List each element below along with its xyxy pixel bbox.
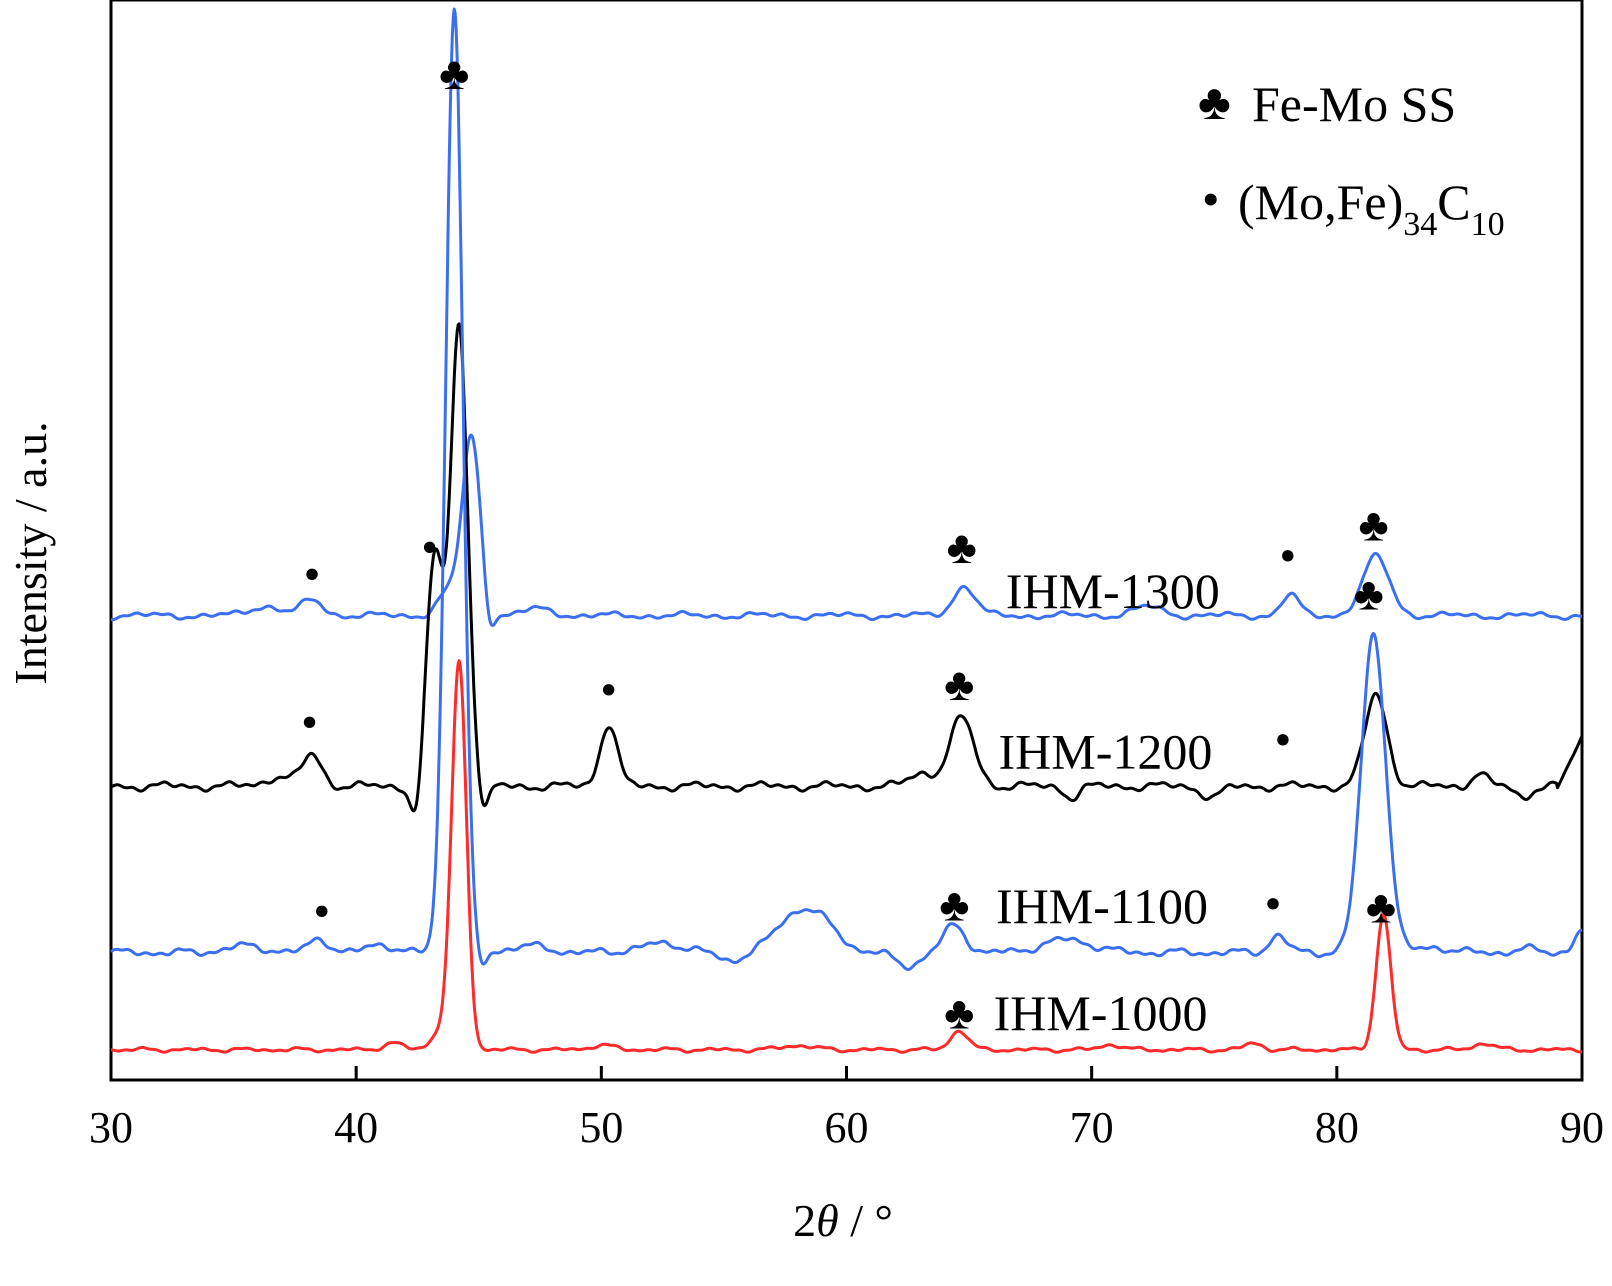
ihm-1300-dot-marker: • xyxy=(421,521,438,574)
x-tick-label: 40 xyxy=(334,1103,378,1152)
label-ihm-1200: IHM-1200 xyxy=(999,724,1213,780)
x-tick-label: 50 xyxy=(579,1103,623,1152)
peak-markers: • • ♣ • ♣ • • ♣ • ♣ • ♣ • ♣ ♣ ♣ xyxy=(301,48,1396,1039)
x-tick-label: 60 xyxy=(825,1103,869,1152)
legend-dot-symbol: • xyxy=(1202,171,1220,227)
label-ihm-1300: IHM-1300 xyxy=(1006,563,1220,619)
ihm-1100-club-marker: ♣ xyxy=(939,880,969,931)
series-layer xyxy=(110,7,1584,1054)
sample-labels: IHM-1300 IHM-1200 IHM-1100 IHM-1000 xyxy=(994,563,1220,1041)
x-axis-ticks: 30 40 50 60 70 80 90 xyxy=(89,1066,1604,1152)
ihm-1000-club-marker: ♣ xyxy=(1366,882,1396,933)
series-ihm-1200 xyxy=(110,322,1584,813)
x-tick-label: 80 xyxy=(1315,1103,1359,1152)
legend-carbide: (Mo,Fe)34C10 xyxy=(1238,174,1505,243)
legend: ♣ Fe-Mo SS • (Mo,Fe)34C10 xyxy=(1198,74,1505,243)
ihm-1300-club-marker: ♣ xyxy=(1359,499,1389,550)
ihm-1200-club-marker: ♣ xyxy=(1354,569,1384,620)
ihm-1200-dot-marker: • xyxy=(600,664,617,717)
legend-club-symbol: ♣ xyxy=(1198,74,1231,130)
ihm-1200-club-marker: ♣ xyxy=(944,659,974,710)
x-axis-title: 2θ / ° xyxy=(793,1195,893,1246)
x-tick-label: 70 xyxy=(1070,1103,1114,1152)
ihm-1200-dot-marker: • xyxy=(1274,713,1291,766)
ihm-1100-dot-marker: • xyxy=(1265,877,1282,930)
top-club-marker: ♣ xyxy=(439,48,469,99)
ihm-1300-dot-marker: • xyxy=(1279,530,1296,583)
label-ihm-1100: IHM-1100 xyxy=(996,878,1208,934)
x-tick-label: 90 xyxy=(1560,1103,1604,1152)
series-ihm-1300 xyxy=(110,433,1583,627)
ihm-1300-dot-marker: • xyxy=(304,548,321,601)
legend-fe-mo-ss: Fe-Mo SS xyxy=(1252,76,1456,132)
ihm-1000-club-marker: ♣ xyxy=(944,988,974,1039)
x-tick-label: 30 xyxy=(89,1103,133,1152)
ihm-1200-dot-marker: • xyxy=(301,696,318,749)
ihm-1100-dot-marker: • xyxy=(313,885,330,938)
label-ihm-1000: IHM-1000 xyxy=(994,985,1208,1041)
series-ihm-1000 xyxy=(110,659,1583,1054)
y-axis-title: Intensity / a.u. xyxy=(5,421,56,684)
series-ihm-1100 xyxy=(110,7,1583,971)
ihm-1300-club-marker: ♣ xyxy=(947,522,977,573)
